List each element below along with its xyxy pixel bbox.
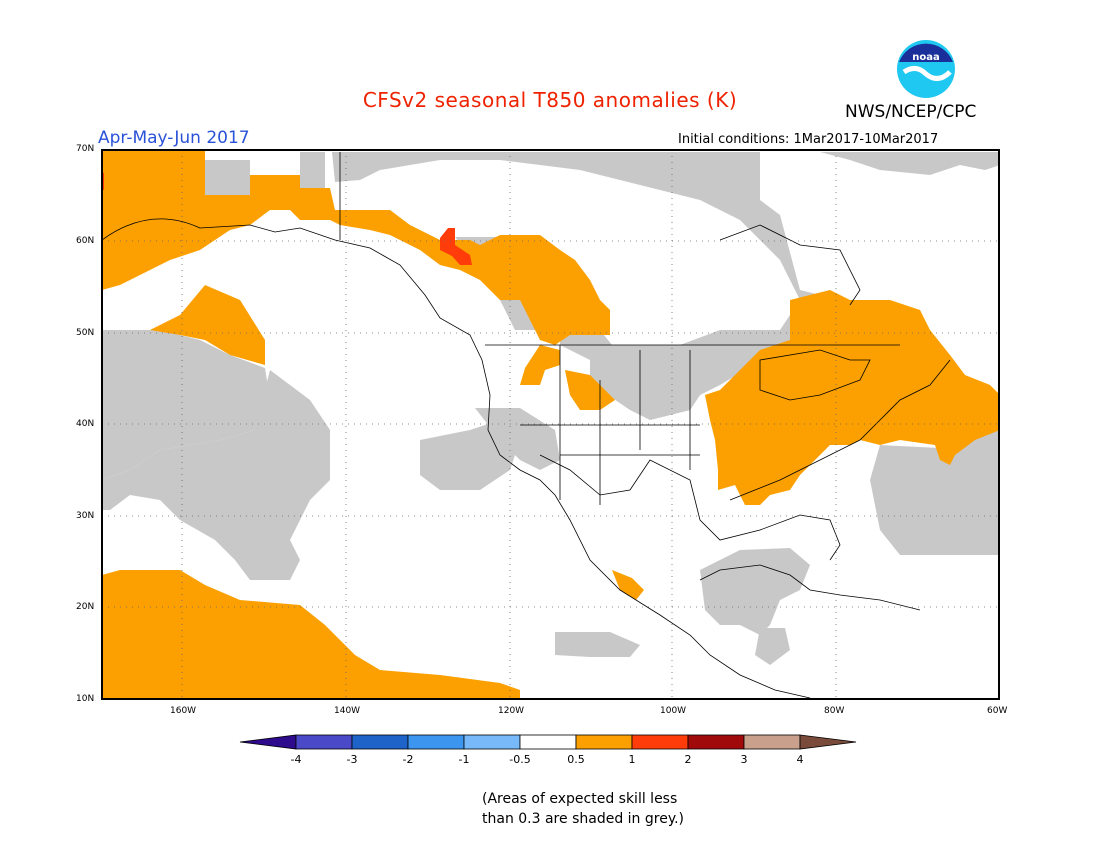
legend-label: 4 [797, 753, 804, 766]
lon-label: 100W [660, 706, 687, 716]
legend-swatch [519, 734, 577, 750]
legend-label: 1 [629, 753, 636, 766]
legend-label: -2 [403, 753, 414, 766]
legend-label: 0.5 [567, 753, 585, 766]
lon-label: 120W [498, 706, 525, 716]
lon-label: 160W [170, 706, 197, 716]
legend-label: -3 [347, 753, 358, 766]
coastlines [102, 152, 951, 699]
agency-label: NWS/NCEP/CPC [845, 102, 977, 122]
color-legend: -4 -3 -2 -1 -0.5 0.5 1 2 3 4 [239, 734, 857, 766]
lon-label: 60W [987, 706, 1008, 716]
legend-swatch [631, 734, 689, 750]
legend-swatch-arrow-high [799, 734, 857, 750]
lon-label: 140W [334, 706, 361, 716]
initial-conditions: Initial conditions: 1Mar2017-10Mar2017 [678, 132, 939, 147]
legend-swatch [351, 734, 409, 750]
footnote-line-2: than 0.3 are shaded in grey.) [482, 811, 685, 827]
lat-label: 60N [76, 236, 95, 246]
lat-label: 30N [76, 511, 95, 521]
legend-swatch [295, 734, 353, 750]
legend-label: -1 [459, 753, 470, 766]
svg-text:noaa: noaa [912, 52, 940, 63]
lat-label: 40N [76, 419, 95, 429]
legend-label: -0.5 [509, 753, 530, 766]
lat-label: 20N [76, 602, 95, 612]
legend-label: -4 [291, 753, 302, 766]
map-title: CFSv2 seasonal T850 anomalies (K) [362, 88, 738, 112]
lat-label: 50N [76, 328, 95, 338]
legend-swatch [743, 734, 801, 750]
map-frame [101, 149, 1000, 700]
noaa-logo: noaa [894, 38, 958, 104]
forecast-period: Apr-May-Jun 2017 [98, 128, 250, 148]
footnote-line-1: (Areas of expected skill less [482, 791, 678, 807]
lat-label: 10N [76, 694, 95, 704]
legend-swatch [687, 734, 745, 750]
legend-swatch-arrow-low [239, 734, 297, 750]
legend-swatch [463, 734, 521, 750]
lon-label: 80W [824, 706, 845, 716]
legend-swatch [575, 734, 633, 750]
legend-swatch [407, 734, 465, 750]
legend-label: 3 [741, 753, 748, 766]
noaa-logo-icon: noaa [897, 40, 955, 98]
legend-label: 2 [685, 753, 692, 766]
lat-label: 70N [76, 144, 95, 154]
anomaly-0.5-1-areas [102, 150, 999, 699]
